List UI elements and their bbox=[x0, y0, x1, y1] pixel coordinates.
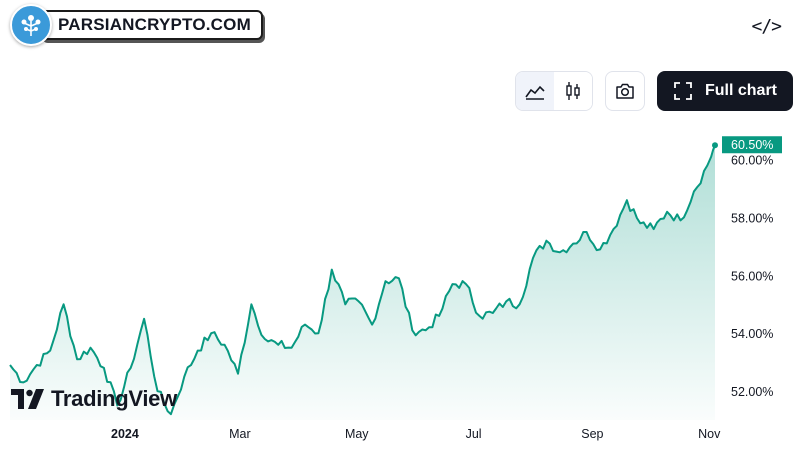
y-tick-label: 54.00% bbox=[731, 327, 773, 341]
x-tick-label: 2024 bbox=[111, 427, 139, 441]
candlestick-icon bbox=[566, 82, 580, 100]
last-point-marker bbox=[712, 142, 718, 149]
chart-type-switch bbox=[515, 71, 593, 111]
series-area bbox=[10, 145, 715, 420]
x-tick-label: Nov bbox=[698, 427, 721, 441]
x-tick-label: Jul bbox=[466, 427, 482, 441]
series-line bbox=[9, 144, 716, 416]
y-tick-label: 56.00% bbox=[731, 269, 773, 283]
x-tick-label: May bbox=[345, 427, 369, 441]
camera-icon bbox=[616, 83, 634, 99]
tree-logo-icon bbox=[10, 4, 52, 46]
y-tick-label: 52.00% bbox=[731, 385, 773, 399]
chart-toolbar: Full chart bbox=[515, 71, 794, 111]
x-tick-label: Sep bbox=[581, 427, 603, 441]
y-tick-label: 58.00% bbox=[731, 212, 773, 226]
candlestick-button[interactable] bbox=[554, 72, 592, 110]
code-embed-icon[interactable]: </> bbox=[751, 16, 781, 37]
tradingview-logo-text: TradingView bbox=[51, 386, 177, 411]
x-tick-label: Mar bbox=[229, 427, 251, 441]
last-value-label: 60.50% bbox=[731, 138, 773, 152]
tradingview-logo: TradingView bbox=[11, 386, 177, 412]
last-value-badge bbox=[722, 136, 782, 154]
watermark-text: PARSIANCRYPTO.COM bbox=[40, 10, 263, 40]
tradingview-mark-icon bbox=[11, 389, 44, 409]
snapshot-button[interactable] bbox=[605, 71, 645, 111]
full-chart-button[interactable]: Full chart bbox=[657, 71, 794, 111]
y-tick-label: 60.00% bbox=[731, 154, 773, 168]
full-chart-label: Full chart bbox=[705, 82, 778, 99]
watermark-logo: PARSIANCRYPTO.COM bbox=[10, 4, 263, 46]
area-chart-button[interactable] bbox=[516, 72, 554, 110]
area-chart-icon bbox=[525, 85, 545, 100]
fullscreen-icon bbox=[674, 82, 692, 100]
